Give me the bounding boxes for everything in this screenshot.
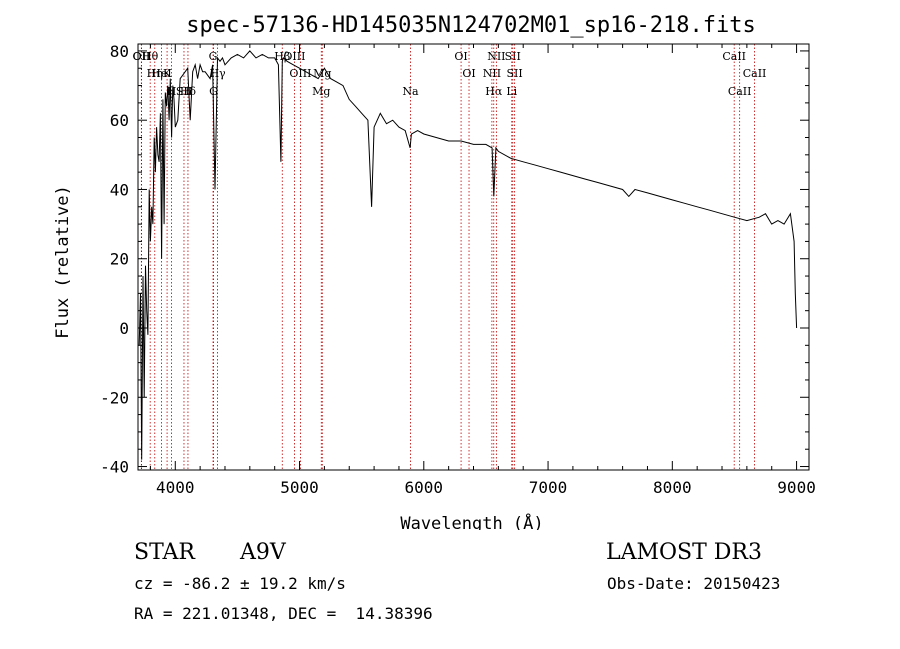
y-tick-label: -40 [100, 458, 129, 477]
line-marker-label: Hβ [274, 50, 290, 63]
line-marker-label: OIII [283, 50, 305, 63]
y-axis-label: Flux (relative) [53, 185, 73, 339]
line-marker-label: NII [487, 50, 505, 63]
x-tick-label: 6000 [405, 478, 444, 497]
coordinates: RA = 221.01348, DEC = 14.38396 [134, 604, 433, 623]
line-marker-label: SII [507, 67, 523, 80]
line-marker-label: OI [454, 50, 467, 63]
y-tick-label: -20 [100, 388, 129, 407]
line-marker-label: CaII [728, 85, 752, 98]
line-marker-label: HeI [151, 67, 171, 80]
line-marker-label: Hη [147, 67, 163, 80]
line-marker-label: OII [133, 50, 151, 63]
x-tick-label: 5000 [280, 478, 319, 497]
flux-line [138, 50, 798, 460]
line-marker-label: Mg [313, 67, 331, 80]
line-marker-label: OII [132, 50, 150, 63]
line-marker-label: SII [505, 50, 521, 63]
y-tick-label: 80 [110, 42, 129, 61]
object-class: STAR [134, 540, 195, 565]
line-marker-label: Hθ [142, 50, 159, 63]
line-marker-label: SII [176, 85, 192, 98]
y-tick-label: 40 [110, 180, 129, 199]
line-marker-label: Li [506, 85, 517, 98]
survey-name: LAMOST DR3 [606, 540, 762, 565]
x-tick-label: 8000 [653, 478, 692, 497]
line-marker-label: Mg [312, 85, 330, 98]
x-tick-label: 4000 [156, 478, 195, 497]
obs-date: Obs-Date: 20150423 [607, 574, 781, 593]
line-marker-label: NII [483, 67, 501, 80]
line-marker-label: Hα [485, 85, 503, 98]
line-marker-label: OI [462, 67, 475, 80]
x-axis-label: Wavelength (Å) [400, 512, 543, 530]
line-marker-label: G [209, 50, 218, 63]
redshift-text: cz = -86.2 ± 19.2 km/s [134, 574, 346, 593]
spectrum-plot: spec-57136-HD145035N124702M01_sp16-218.f… [53, 13, 816, 530]
line-markers: HθKHδOIIHeISIIOIIHηHGHγGOIIIOIIIMgHβMgNa… [132, 44, 766, 470]
y-tick-label: 60 [110, 111, 129, 130]
x-tick-label: 7000 [529, 478, 568, 497]
spectral-subclass: A9V [240, 540, 286, 565]
axes: 4000 5000 6000 7000 8000 9000 -40 -20 0 20 40 60 80 [100, 42, 816, 497]
y-tick-label: 0 [119, 319, 129, 338]
y-tick-label: 20 [110, 250, 129, 269]
line-marker-label: CaII [722, 50, 746, 63]
x-tick-label: 9000 [777, 478, 816, 497]
chart-title: spec-57136-HD145035N124702M01_sp16-218.f… [186, 13, 756, 38]
line-marker-label: K [163, 67, 172, 80]
line-marker-label: CaII [743, 67, 767, 80]
line-marker-label: H [167, 85, 177, 98]
line-marker-label: Na [402, 85, 419, 98]
line-marker-label: OIII [289, 67, 311, 80]
series-layer [138, 50, 798, 460]
plot-frame [137, 43, 810, 471]
